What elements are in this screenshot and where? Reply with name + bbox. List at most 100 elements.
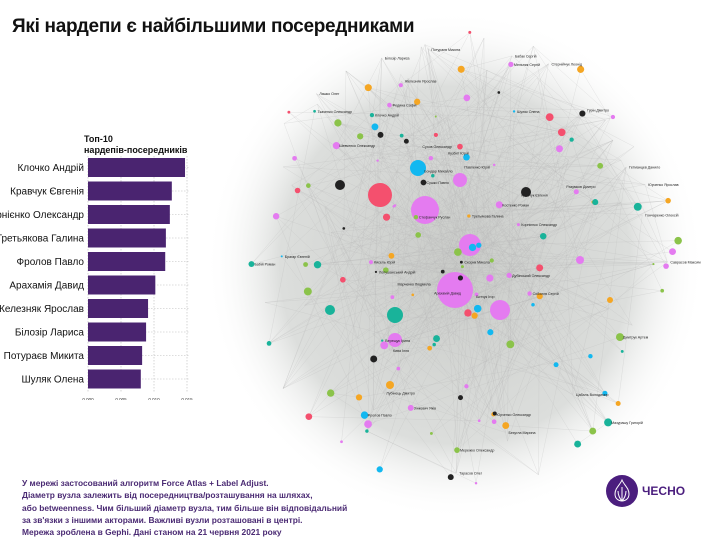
node[interactable] (592, 199, 598, 205)
node[interactable] (454, 447, 460, 453)
node[interactable] (368, 183, 392, 207)
node[interactable] (273, 213, 279, 219)
node[interactable] (365, 84, 372, 91)
node[interactable] (295, 188, 301, 194)
node[interactable] (342, 227, 345, 230)
node[interactable] (498, 91, 501, 94)
node[interactable] (383, 214, 390, 221)
node[interactable] (411, 294, 414, 297)
node[interactable] (607, 297, 613, 303)
node[interactable] (433, 335, 440, 342)
node[interactable] (453, 173, 467, 187)
node[interactable] (303, 262, 308, 267)
node[interactable] (434, 133, 438, 137)
node[interactable] (468, 31, 471, 34)
node[interactable] (335, 180, 345, 190)
node[interactable] (431, 174, 434, 177)
node[interactable] (513, 110, 515, 112)
node[interactable] (410, 160, 426, 176)
node[interactable] (430, 432, 433, 435)
node[interactable] (429, 156, 433, 160)
node[interactable] (478, 419, 481, 422)
node[interactable] (588, 354, 592, 358)
node[interactable] (340, 277, 346, 283)
node[interactable] (404, 139, 409, 144)
node[interactable] (461, 265, 464, 268)
node[interactable] (621, 350, 624, 353)
node[interactable] (458, 275, 463, 280)
node[interactable] (570, 137, 574, 141)
node[interactable] (669, 248, 676, 255)
node[interactable] (369, 260, 373, 264)
node[interactable] (527, 291, 531, 295)
node[interactable] (486, 275, 493, 282)
node[interactable] (597, 163, 603, 169)
node[interactable] (387, 307, 403, 323)
node[interactable] (507, 273, 512, 278)
node[interactable] (464, 309, 471, 316)
node[interactable] (357, 133, 363, 139)
node[interactable] (400, 134, 404, 138)
node[interactable] (536, 264, 543, 271)
node[interactable] (281, 255, 283, 257)
node[interactable] (458, 395, 463, 400)
node[interactable] (634, 203, 642, 211)
node[interactable] (457, 144, 463, 150)
node[interactable] (305, 413, 312, 420)
node[interactable] (467, 214, 470, 217)
node[interactable] (356, 394, 362, 400)
node[interactable] (387, 103, 392, 108)
node[interactable] (432, 343, 435, 346)
node[interactable] (394, 204, 397, 207)
node[interactable] (454, 248, 462, 256)
node[interactable] (415, 232, 421, 238)
node[interactable] (388, 253, 394, 259)
node[interactable] (674, 237, 682, 245)
node[interactable] (460, 261, 463, 264)
node[interactable] (390, 295, 394, 299)
node[interactable] (411, 196, 439, 224)
node[interactable] (448, 474, 454, 480)
node[interactable] (313, 110, 316, 113)
node[interactable] (517, 223, 520, 226)
node[interactable] (340, 440, 343, 443)
node[interactable] (314, 261, 321, 268)
node[interactable] (267, 341, 272, 346)
node[interactable] (371, 123, 378, 130)
node[interactable] (292, 156, 297, 161)
node[interactable] (370, 113, 374, 117)
node[interactable] (381, 339, 383, 341)
node[interactable] (616, 401, 621, 406)
node[interactable] (377, 466, 383, 472)
node[interactable] (327, 389, 334, 396)
node[interactable] (476, 243, 481, 248)
node[interactable] (490, 258, 494, 262)
node[interactable] (502, 422, 509, 429)
node[interactable] (365, 429, 368, 432)
node[interactable] (577, 66, 584, 73)
node[interactable] (540, 233, 546, 239)
node[interactable] (574, 189, 579, 194)
node[interactable] (652, 263, 654, 265)
node[interactable] (556, 145, 563, 152)
node[interactable] (589, 428, 596, 435)
node[interactable] (364, 420, 372, 428)
node[interactable] (375, 271, 377, 273)
node[interactable] (334, 119, 341, 126)
node[interactable] (464, 384, 468, 388)
node[interactable] (414, 215, 418, 219)
node[interactable] (508, 62, 513, 67)
node[interactable] (574, 441, 581, 448)
node[interactable] (370, 355, 377, 362)
node[interactable] (576, 256, 584, 264)
node[interactable] (463, 95, 470, 102)
node[interactable] (506, 340, 514, 348)
node[interactable] (554, 362, 559, 367)
node[interactable] (287, 111, 290, 114)
node[interactable] (487, 329, 493, 335)
node[interactable] (458, 66, 465, 73)
node[interactable] (399, 83, 403, 87)
node[interactable] (660, 289, 664, 293)
node[interactable] (611, 115, 615, 119)
node[interactable] (475, 482, 477, 484)
